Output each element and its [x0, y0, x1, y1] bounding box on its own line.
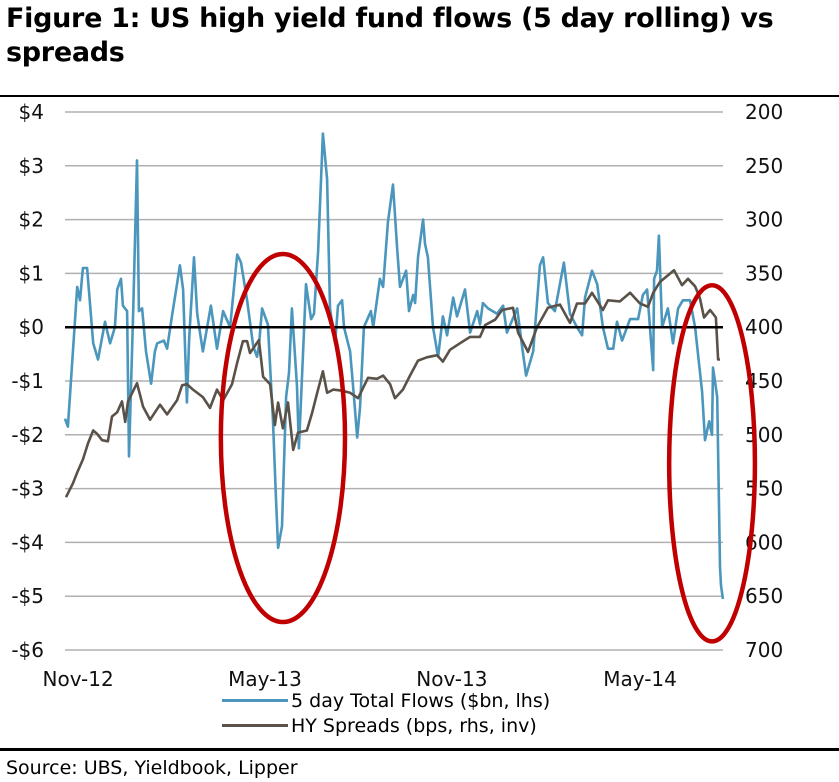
series-line-flows	[63, 132, 725, 600]
legend-label-spreads: HY Spreads (bps, rhs, inv)	[291, 714, 537, 737]
y-right-tick-label: 400	[745, 315, 783, 339]
legend-swatch-spreads	[222, 724, 288, 727]
x-tick-label: Nov-13	[416, 667, 487, 691]
highlight-ellipse	[666, 282, 758, 644]
y-left-tick-label: -$3	[11, 477, 44, 501]
y-left-tick-label: $3	[19, 154, 44, 178]
source-divider	[0, 748, 839, 751]
legend-swatch-flows	[222, 699, 288, 702]
y-left-tick-label: $1	[19, 261, 44, 285]
legend-label-flows: 5 day Total Flows ($bn, lhs)	[291, 689, 551, 712]
x-tick-label: May-13	[228, 667, 302, 691]
y-right-tick-label: 300	[745, 208, 783, 232]
y-right-tick-label: 250	[745, 154, 783, 178]
series-line-spreads	[64, 268, 720, 498]
y-right-tick-label: 700	[745, 638, 783, 662]
x-tick-label: May-14	[603, 667, 677, 691]
y-left-tick-label: -$1	[11, 369, 44, 393]
source-note: Source: UBS, Yieldbook, Lipper	[6, 757, 298, 779]
y-right-tick-label: 500	[745, 423, 783, 447]
y-left-tick-label: $0	[19, 315, 44, 339]
x-tick-label: Nov-12	[43, 667, 114, 691]
y-right-tick-label: 550	[745, 477, 783, 501]
y-left-tick-label: -$6	[11, 638, 44, 662]
y-right-tick-label: 650	[745, 584, 783, 608]
title-divider	[0, 95, 839, 97]
y-left-tick-label: -$2	[11, 423, 44, 447]
highlight-ellipse	[218, 251, 348, 625]
y-right-tick-label: 200	[745, 100, 783, 124]
y-left-tick-label: -$4	[11, 530, 44, 554]
legend-item-spreads: HY Spreads (bps, rhs, inv)	[222, 713, 550, 738]
y-right-tick-label: 350	[745, 261, 783, 285]
y-left-tick-label: $2	[19, 208, 44, 232]
chart-title: Figure 1: US high yield fund flows (5 da…	[6, 3, 774, 68]
y-left-tick-label: -$5	[11, 584, 44, 608]
legend-item-flows: 5 day Total Flows ($bn, lhs)	[222, 688, 550, 713]
legend: 5 day Total Flows ($bn, lhs) HY Spreads …	[222, 688, 550, 738]
y-left-tick-label: $4	[19, 100, 44, 124]
